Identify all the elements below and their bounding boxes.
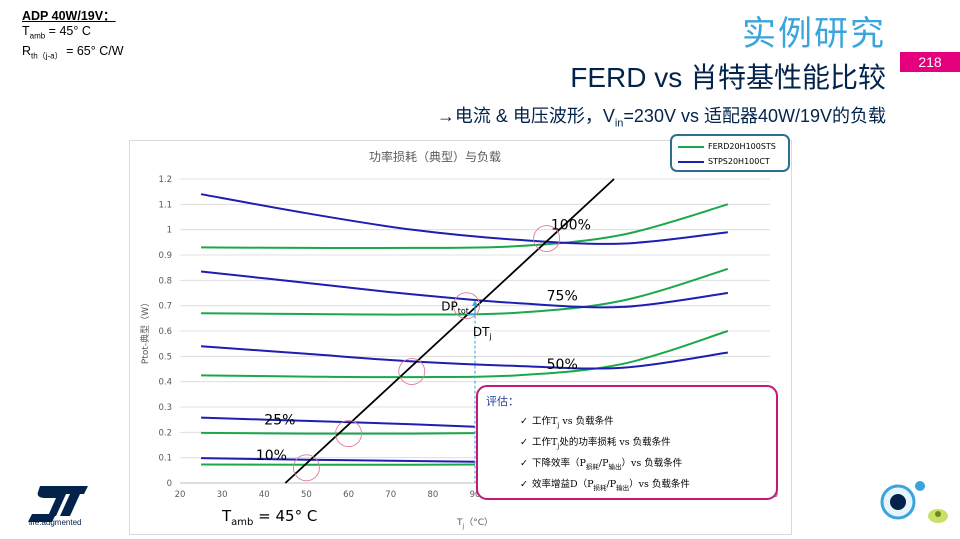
load-label-25pct: 25% <box>264 413 295 429</box>
power-loss-chart: 功率损耗（典型）与负载 0 0.1 0.2 0.3 0.4 0.5 0.6 0.7 0.8 0.9 1… <box>139 149 778 530</box>
dp-arrow-head <box>472 300 478 306</box>
chart-legend: FERD20H100STS STPS20H100CT <box>670 134 790 172</box>
x-axis-label: Tj（°C） <box>456 517 493 530</box>
x-tick-label: 90 <box>470 490 481 500</box>
intersection-marker <box>335 420 363 448</box>
intersection-marker <box>292 454 320 482</box>
dt-j-label: DTj <box>473 325 492 341</box>
thermal-resistance-line <box>284 178 615 484</box>
page-subtitle: →电流 & 电压波形，Vin=230V vs 适配器40W/19V的负载 <box>436 106 886 130</box>
st-logo-icon <box>28 486 88 522</box>
intersection-marker <box>533 225 561 252</box>
check-icon: ✓ <box>520 457 528 469</box>
y-tick-label: 0.2 <box>158 428 172 438</box>
decorative-badge-icon <box>880 481 948 523</box>
y-axis-label: Ptot-典型（W） <box>139 298 151 364</box>
y-tick-label: 0.7 <box>158 302 172 312</box>
stps-series-100pct <box>200 193 728 245</box>
check-icon: ✓ <box>520 416 528 427</box>
ferd-series-100pct <box>201 203 729 250</box>
y-tick-label: 0.5 <box>158 352 172 362</box>
y-tick-label: 0.1 <box>158 454 172 464</box>
operating-conditions: ADP 40W/19V： Tamb = 45° C Rth（j-a） = 65°… <box>22 9 124 63</box>
evaluation-item: ✓ 工作Tj处的功率损耗 vs 负载条件 <box>520 434 768 455</box>
y-tick-label: 0 <box>167 479 172 489</box>
page-number: 218 <box>900 52 960 72</box>
chart-frame: 功率损耗（典型）与负载 0 0.1 0.2 0.3 0.4 0.5 0.6 0.7 0.8 0.9 1… <box>129 140 792 535</box>
y-tick-label: 1.1 <box>158 200 172 210</box>
x-tick-label: 60 <box>343 490 354 500</box>
evaluation-item: ✓ 下降效率（P损耗/P输出）vs 负载条件 <box>520 455 768 476</box>
logo-tagline: life.augmented <box>29 518 82 527</box>
section-title: 实例研究 <box>742 14 886 54</box>
y-tick-label: 0.3 <box>158 403 172 413</box>
x-tick-label: 30 <box>217 490 228 500</box>
ambient-temperature: Tamb = 45° C <box>22 24 91 41</box>
intersection-marker <box>398 358 426 385</box>
x-tick-label: 80 <box>427 490 438 500</box>
y-tick-label: 0.4 <box>158 378 172 388</box>
ferd-series-50pct <box>201 330 729 379</box>
ferd-series-75pct <box>201 267 729 316</box>
y-tick-label: 0.6 <box>158 327 172 337</box>
page-title: FERD vs 肖特基性能比较 <box>570 62 886 93</box>
load-label-75pct: 75% <box>547 289 578 305</box>
check-icon: ✓ <box>520 436 528 448</box>
thermal-resistance: Rth（j-a） = 65° C/W <box>22 43 124 61</box>
legend-label-stps: STPS20H100CT <box>708 157 770 166</box>
stps-series-75pct <box>200 270 728 309</box>
x-tick-label: 50 <box>301 490 312 500</box>
adapter-spec: ADP 40W/19V： <box>22 9 116 23</box>
legend-label-ferd: FERD20H100STS <box>708 142 776 151</box>
y-tick-label: 1 <box>167 226 172 236</box>
y-tick-label: 0.9 <box>158 251 172 261</box>
chart-title: 功率损耗（典型）与负载 <box>369 149 501 164</box>
evaluation-item: ✓ 工作Tj vs 负载条件 <box>520 413 768 434</box>
x-tick-label: 20 <box>175 490 186 500</box>
check-icon: ✓ <box>520 478 528 490</box>
evaluation-list: ✓ 工作Tj vs 负载条件 ✓ 工作Tj处的功率损耗 vs 负载条件 ✓ 下降效率（… <box>486 413 768 497</box>
stps-series-10pct <box>201 457 476 463</box>
load-label-100pct: 100% <box>551 218 591 234</box>
x-tick-label: 40 <box>259 490 270 500</box>
legend-item-stps: STPS20H100CT <box>678 154 782 169</box>
evaluation-title: 评估： <box>486 395 519 408</box>
stps-series-50pct <box>200 345 728 370</box>
load-label-10pct: 10% <box>256 448 287 464</box>
evaluation-box: 评估： ✓ 工作Tj vs 负载条件 ✓ 工作Tj处的功率损耗 vs 负载条件 ✓ 下… <box>476 385 778 500</box>
intersection-marker <box>453 292 481 320</box>
x-tick-label: 70 <box>385 490 396 500</box>
load-label-50pct: 50% <box>547 357 578 373</box>
y-tick-label: 1.2 <box>158 175 172 185</box>
legend-item-ferd: FERD20H100STS <box>678 139 782 154</box>
y-tick-label: 0.8 <box>158 276 172 286</box>
stps-series-25pct <box>201 416 476 428</box>
legend-swatch-stps <box>678 160 704 163</box>
legend-swatch-ferd <box>678 145 704 148</box>
tamb-annotation: Tamb = 45° C <box>221 507 317 528</box>
dp-tot-label: DPtot <box>441 300 469 316</box>
evaluation-item: ✓ 效率增益D（P损耗/P输出）vs 负载条件 <box>520 476 768 497</box>
ferd-series-25pct <box>201 431 476 435</box>
